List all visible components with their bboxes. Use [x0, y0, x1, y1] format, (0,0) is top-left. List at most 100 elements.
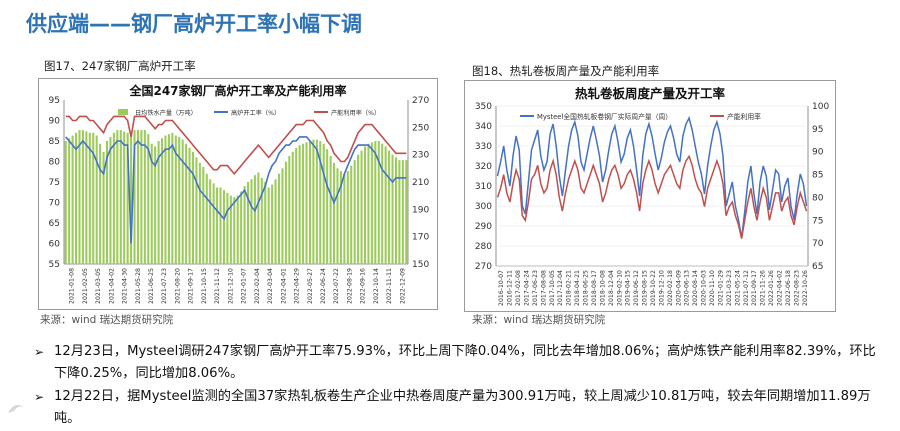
bar	[319, 141, 322, 264]
bar	[85, 131, 88, 264]
y-right-tick-label: 95	[812, 125, 823, 135]
bar	[88, 132, 91, 264]
x-tick-label: 2022-04-01	[280, 268, 287, 304]
y-left-tick-label: 350	[475, 102, 492, 112]
bar	[191, 151, 195, 264]
y-left-tick-label: 70	[49, 199, 61, 209]
x-tick-label: 2018-12-04	[608, 270, 615, 306]
bar	[136, 130, 139, 264]
bar	[140, 130, 143, 264]
x-tick-label: 2022-07-22	[333, 268, 340, 304]
bar	[353, 160, 356, 264]
bar	[102, 151, 105, 264]
bar	[81, 130, 84, 264]
bar	[92, 132, 95, 264]
x-tick-label: 2021-11-26	[760, 270, 767, 306]
bar	[312, 139, 315, 264]
bar	[381, 143, 384, 264]
series-line-1	[496, 115, 808, 239]
x-tick-label: 2022-02-04	[254, 268, 261, 304]
figure-18-source: 来源：wind 瑞达期货研究院	[472, 314, 606, 326]
x-tick-label: 2021-07-23	[161, 268, 168, 304]
y-left-tick-label: 90	[49, 117, 61, 127]
x-tick-label: 2017-12-04	[557, 270, 564, 306]
x-tick-label: 2019-06-12	[633, 270, 640, 306]
bar	[222, 190, 225, 264]
x-tick-label: 2022-10-26	[802, 270, 809, 306]
bar	[99, 143, 102, 264]
bar	[322, 143, 325, 264]
bar	[367, 143, 370, 264]
y-left-tick-label: 280	[475, 242, 492, 252]
y-left-tick-label: 340	[475, 122, 492, 132]
bullet-line: 下降0.25%，同比增加8.06%。	[54, 366, 244, 381]
bar	[339, 171, 342, 264]
x-tick-label: 2021-09-17	[188, 268, 195, 304]
bar	[281, 168, 284, 264]
y-left-tick-label: 300	[475, 202, 492, 212]
y-left-tick-label: 270	[475, 262, 492, 272]
page-title: 供应端——钢厂高炉开工率小幅下调	[26, 12, 362, 36]
bar	[305, 142, 308, 264]
x-tick-label: 2021-03-23	[726, 270, 733, 306]
bar	[398, 160, 401, 264]
bar	[71, 135, 74, 264]
y-left-tick-label: 60	[49, 240, 61, 250]
bar	[116, 130, 119, 264]
y-left-tick-label: 95	[49, 96, 60, 106]
bar	[308, 141, 311, 264]
bar	[64, 141, 67, 264]
x-tick-label: 2022-11-11	[386, 268, 393, 304]
y-right-tick-label: 250	[412, 123, 429, 133]
y-right-tick-label: 75	[812, 216, 823, 226]
bar	[202, 166, 205, 264]
bar	[346, 171, 349, 264]
bar	[68, 138, 71, 264]
y-left-tick-label: 290	[475, 222, 492, 232]
bar	[384, 146, 387, 264]
bullet-marker-icon: ➢	[34, 345, 45, 359]
x-tick-label: 2020-04-09	[675, 270, 682, 306]
y-right-tick-label: 90	[812, 148, 824, 158]
bar	[174, 135, 177, 264]
bar	[391, 154, 394, 264]
legend-label: 高炉开工率（%）	[231, 109, 280, 117]
figure-17-source: 来源：wind 瑞达期货研究院	[40, 314, 174, 326]
bar	[171, 132, 174, 264]
bar	[198, 162, 201, 264]
bar	[188, 147, 191, 264]
bar	[315, 139, 318, 264]
bar	[161, 138, 164, 264]
bar	[123, 131, 126, 264]
y-right-tick-label: 210	[412, 178, 429, 188]
bar	[229, 195, 232, 264]
x-tick-label: 2019-04-15	[625, 270, 632, 306]
bar	[401, 160, 404, 264]
bar	[302, 143, 305, 264]
watermark-icon	[8, 405, 24, 413]
watermark-logo	[4, 399, 28, 419]
y-left-tick-label: 320	[475, 162, 492, 172]
bar	[216, 187, 219, 264]
x-tick-label: 2021-02-05	[82, 268, 89, 304]
bar	[226, 192, 229, 264]
chart-title: 全国247家钢厂高炉开工率及产能利用率	[128, 83, 346, 98]
x-tick-label: 2017-02-08	[515, 270, 522, 306]
bar	[112, 132, 115, 264]
y-left-tick-label: 85	[49, 137, 60, 147]
x-tick-label: 2022-05-27	[307, 268, 314, 304]
bar	[205, 173, 208, 264]
bar	[178, 136, 181, 264]
bullet-line: 12月23日，Mysteel调研247家钢厂高炉开工率75.93%，环比上周下降…	[54, 344, 876, 359]
bar	[167, 134, 170, 264]
bar	[209, 179, 212, 264]
bar	[219, 187, 222, 264]
x-tick-label: 2017-08-08	[540, 270, 547, 306]
bar	[181, 139, 184, 264]
figure-18-caption: 图18、热轧卷板周产量及产能利用率	[472, 64, 660, 78]
bar	[75, 132, 78, 264]
x-tick-label: 2022-04-02	[776, 270, 783, 306]
x-tick-label: 2021-11-12	[214, 268, 221, 304]
x-tick-label: 2020-08-14	[692, 270, 699, 306]
x-tick-label: 2017-06-23	[532, 270, 539, 306]
